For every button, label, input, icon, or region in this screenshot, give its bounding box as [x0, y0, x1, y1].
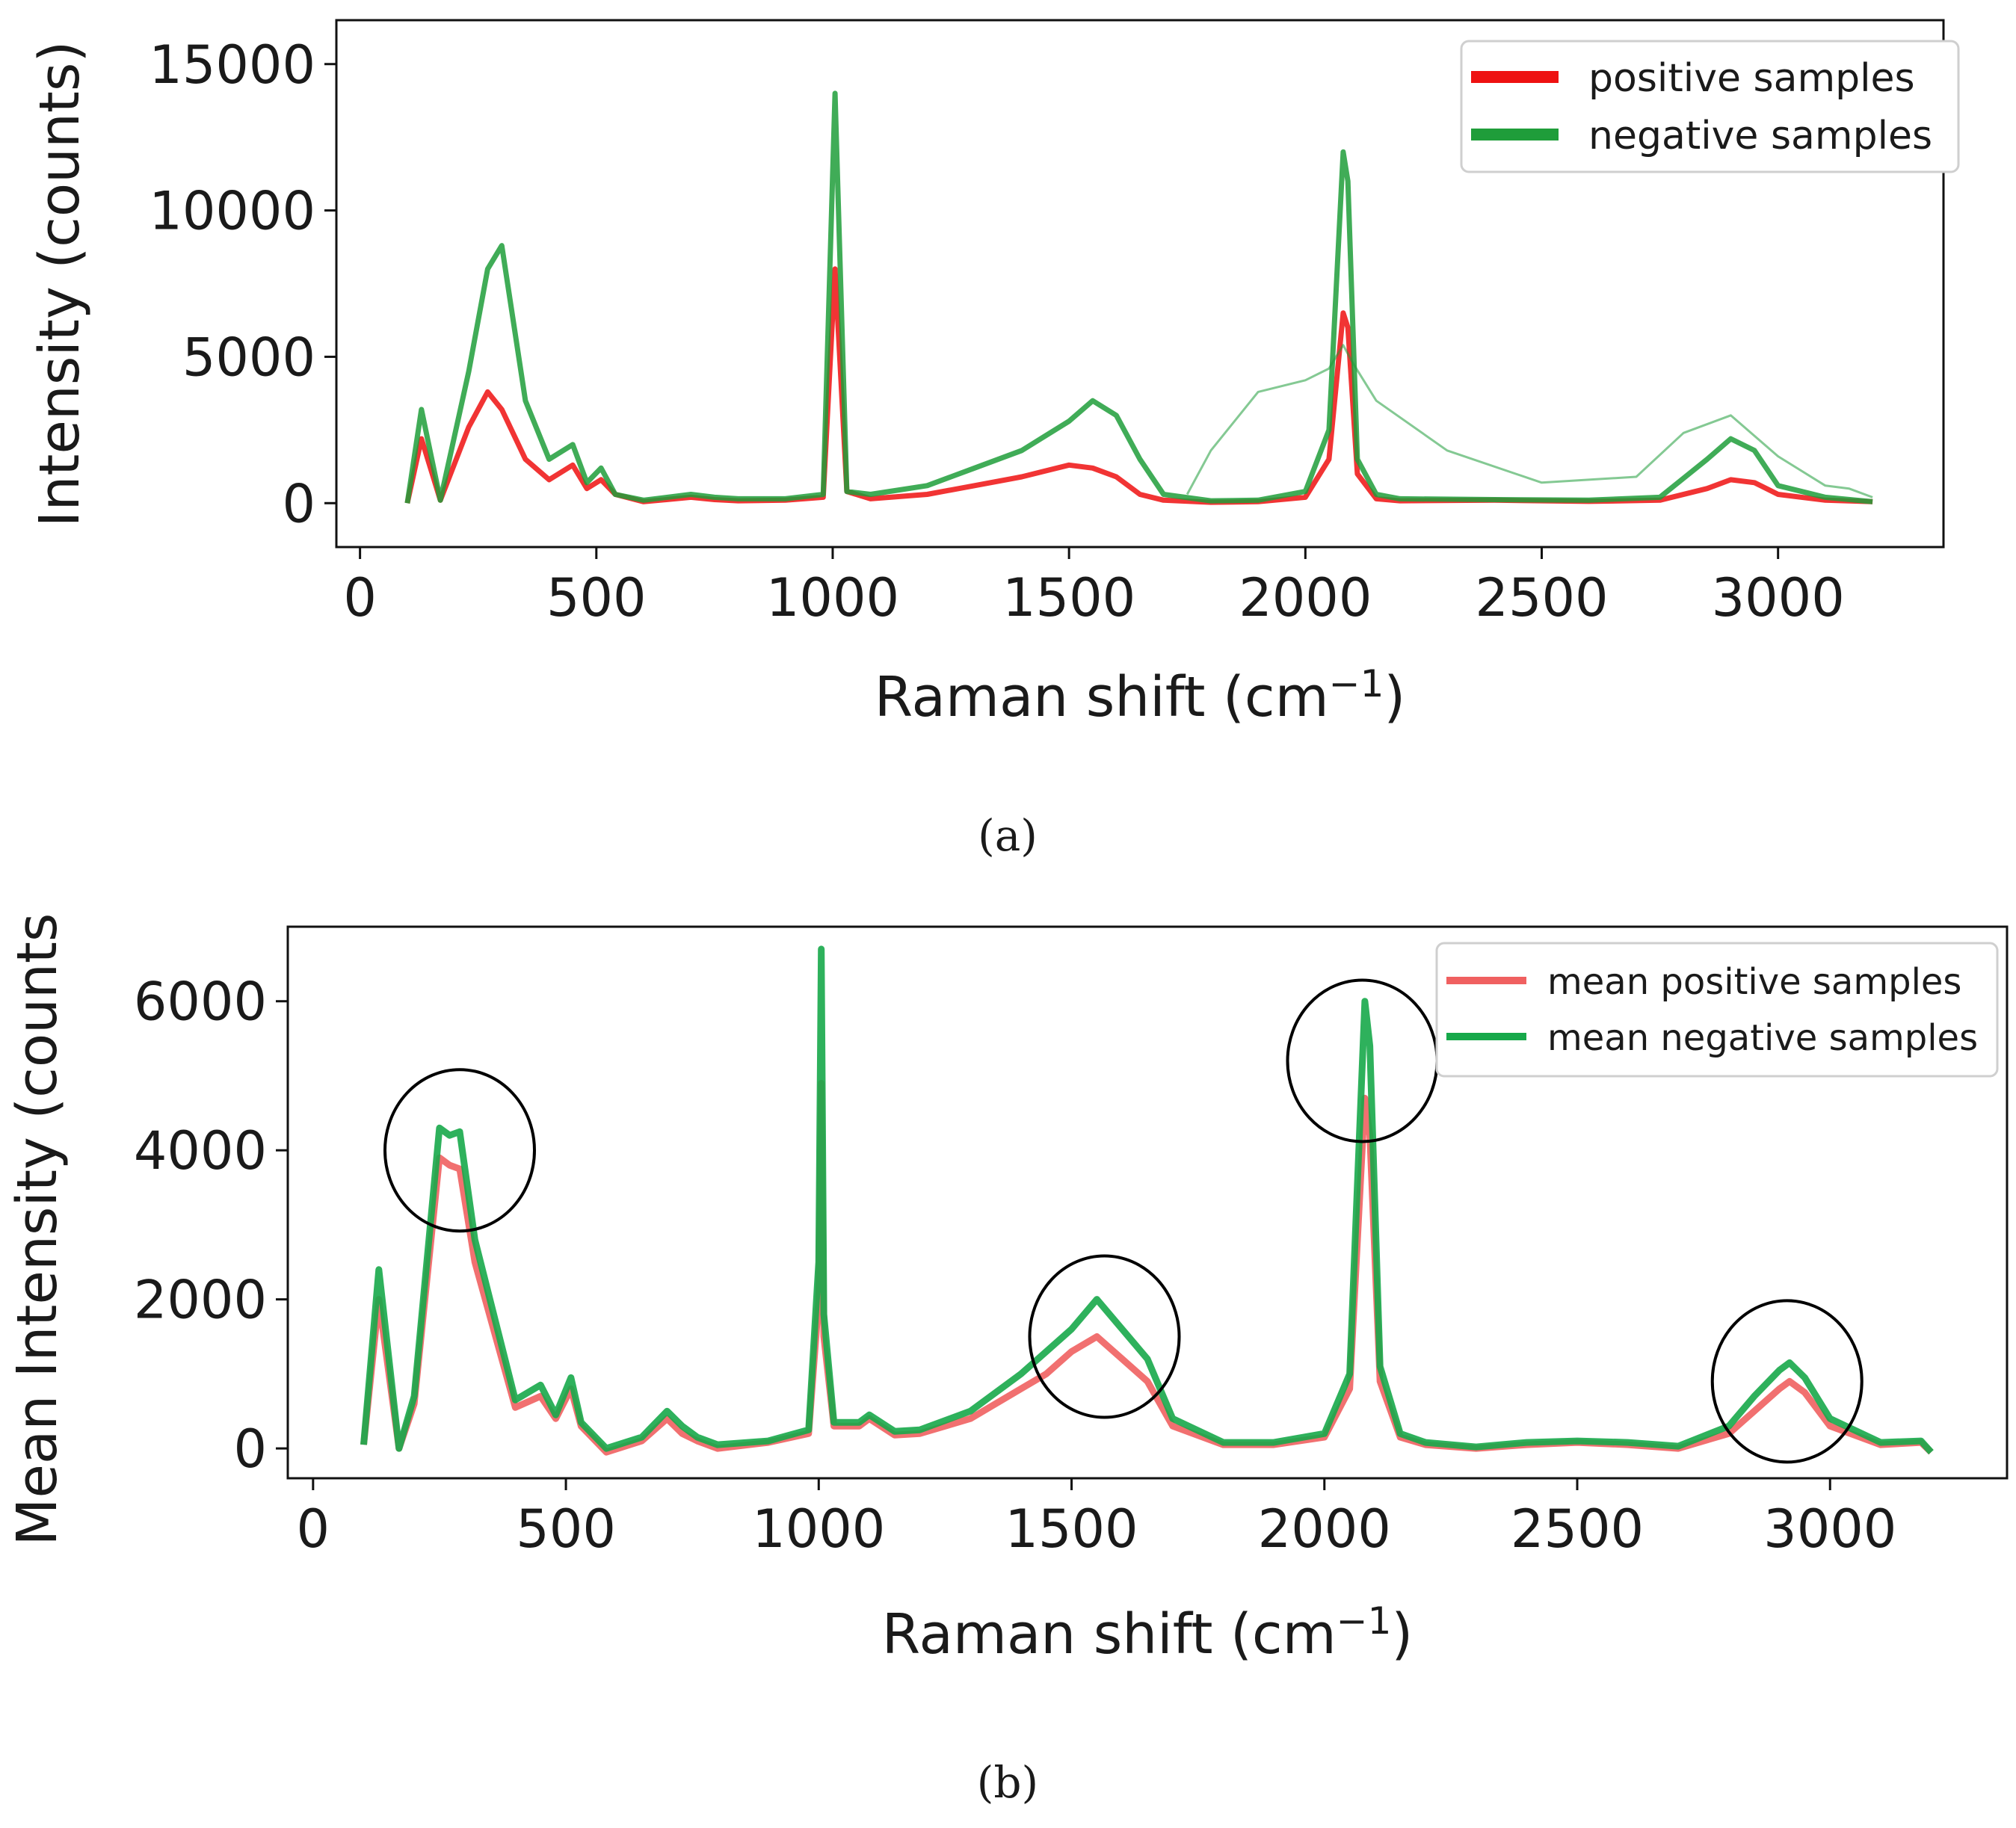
x-tick-label: 1500 — [1002, 567, 1135, 629]
series-line-positive-samples — [404, 266, 1873, 505]
series-line-mean-positive-samples — [360, 1079, 1934, 1456]
legend-label-positive: positive samples — [1588, 56, 1915, 101]
series-line-negative-samples — [404, 90, 1873, 504]
legend-label-negative: negative samples — [1588, 114, 1932, 158]
x-tick-label: 1500 — [1005, 1498, 1138, 1560]
panel-b-caption: (b) — [977, 1757, 1038, 1808]
panel-b-plot-frame — [286, 925, 2009, 1480]
panel-a-plot-frame — [335, 19, 1945, 549]
x-tick-label: 0 — [297, 1498, 330, 1560]
y-tick-label: 2000 — [134, 1270, 267, 1331]
panel-b-y-ticks: 0 2000 4000 6000 — [134, 972, 288, 1480]
panel-a-y-axis-label: Intensity (counts) — [28, 41, 92, 528]
x-tick-label: 2500 — [1511, 1498, 1644, 1560]
legend-label-mean-negative: mean negative samples — [1547, 1017, 1978, 1059]
panel-a-lines — [404, 90, 1873, 505]
y-tick-label: 15000 — [149, 34, 315, 96]
x-tick-label: 3000 — [1763, 1498, 1896, 1560]
y-tick-label: 0 — [282, 473, 315, 534]
panel-b-y-axis-label: Mean Intensity (counts — [5, 913, 70, 1546]
y-tick-label: 6000 — [134, 972, 267, 1033]
panel-a-caption: (a) — [978, 810, 1038, 861]
circled-region — [383, 1068, 536, 1233]
y-tick-label: 4000 — [134, 1120, 267, 1182]
panel-b-x-ticks: 0 500 1000 1500 2000 2500 3000 — [297, 1478, 1896, 1560]
x-tick-label: 3000 — [1712, 567, 1845, 629]
x-tick-label: 2000 — [1239, 567, 1372, 629]
panel-a-y-ticks: 0 5000 10000 15000 — [149, 34, 336, 534]
x-tick-label: 0 — [343, 567, 377, 629]
y-tick-label: 10000 — [149, 181, 315, 242]
x-tick-label: 2500 — [1475, 567, 1608, 629]
y-tick-label: 0 — [233, 1418, 267, 1480]
x-tick-label: 500 — [516, 1498, 616, 1560]
series-line-negative-outlier — [1186, 344, 1873, 498]
panel-b-legend-box — [1435, 942, 1999, 1078]
panel-b-chart: 0 500 1000 1500 2000 2500 3000 0 2000 4000 6000 R… — [5, 913, 2009, 1808]
series-line-mean-negative-samples — [360, 945, 1934, 1455]
panel-b-lines — [360, 945, 1934, 1456]
panel-a-x-ticks: 0 500 1000 1500 2000 2500 3000 — [343, 547, 1845, 629]
legend-label-mean-positive: mean positive samples — [1547, 961, 1961, 1003]
x-tick-label: 2000 — [1258, 1498, 1391, 1560]
x-tick-label: 1000 — [752, 1498, 885, 1560]
x-tick-label: 1000 — [766, 567, 899, 629]
panel-b-x-axis-label: Raman shift (cm−1) — [882, 1599, 1414, 1667]
panel-b-circled-regions — [383, 978, 1864, 1464]
panel-a-chart: 0 500 1000 1500 2000 2500 3000 0 5000 10000 15000… — [28, 19, 1960, 861]
panel-a-x-axis-label: Raman shift (cm−1) — [875, 662, 1406, 729]
y-tick-label: 5000 — [182, 327, 315, 388]
x-tick-label: 500 — [546, 567, 647, 629]
circled-region — [1028, 1254, 1181, 1419]
circled-region — [1710, 1299, 1864, 1464]
panel-a-legend-box — [1460, 40, 1960, 173]
panel-b-legend: mean positive samples mean negative samp… — [1435, 942, 1999, 1078]
panel-a-legend: positive samples negative samples — [1460, 40, 1960, 173]
